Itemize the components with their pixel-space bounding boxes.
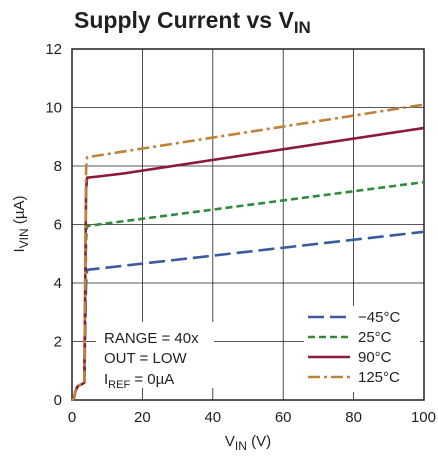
y-tick-label: 4 [54,275,62,292]
annotation-iref: IREF = 0µA [104,371,174,391]
legend-label: 125°C [358,369,400,386]
legend-box [304,306,420,392]
x-axis-label: VIN (V) [225,433,271,453]
series-line [71,103,425,402]
y-tick-label: 2 [54,334,62,351]
x-tick-label: 20 [134,409,151,426]
chart-title: Supply Current vs VIN [74,7,311,37]
x-tick-label: 80 [345,409,362,426]
y-axis-label: IVIN (µA) [11,196,31,253]
annotation-box [96,322,214,388]
x-tick-labels: 0 20 40 60 80 100 [68,409,436,426]
legend: −45°C 25°C 90°C 125°C [308,309,400,386]
annotation-out: OUT = LOW [104,350,187,367]
annotation-range: RANGE = 40x [104,330,199,347]
legend-label: 90°C [358,349,392,366]
y-tick-label: 0 [54,392,62,409]
plot-frame [71,48,425,401]
legend-label: 25°C [358,329,392,346]
y-tick-label: 8 [54,158,62,175]
legend-label: −45°C [358,309,400,326]
x-tick-label: 60 [275,409,292,426]
x-tick-label: 40 [204,409,221,426]
x-tick-label: 100 [411,409,436,426]
y-tick-label: 6 [54,217,62,234]
y-tick-label: 12 [45,41,62,58]
series-lines [71,103,425,402]
y-tick-labels: 0 2 4 6 8 10 12 [45,41,62,409]
y-tick-label: 10 [45,100,62,117]
x-tick-label: 0 [68,409,76,426]
